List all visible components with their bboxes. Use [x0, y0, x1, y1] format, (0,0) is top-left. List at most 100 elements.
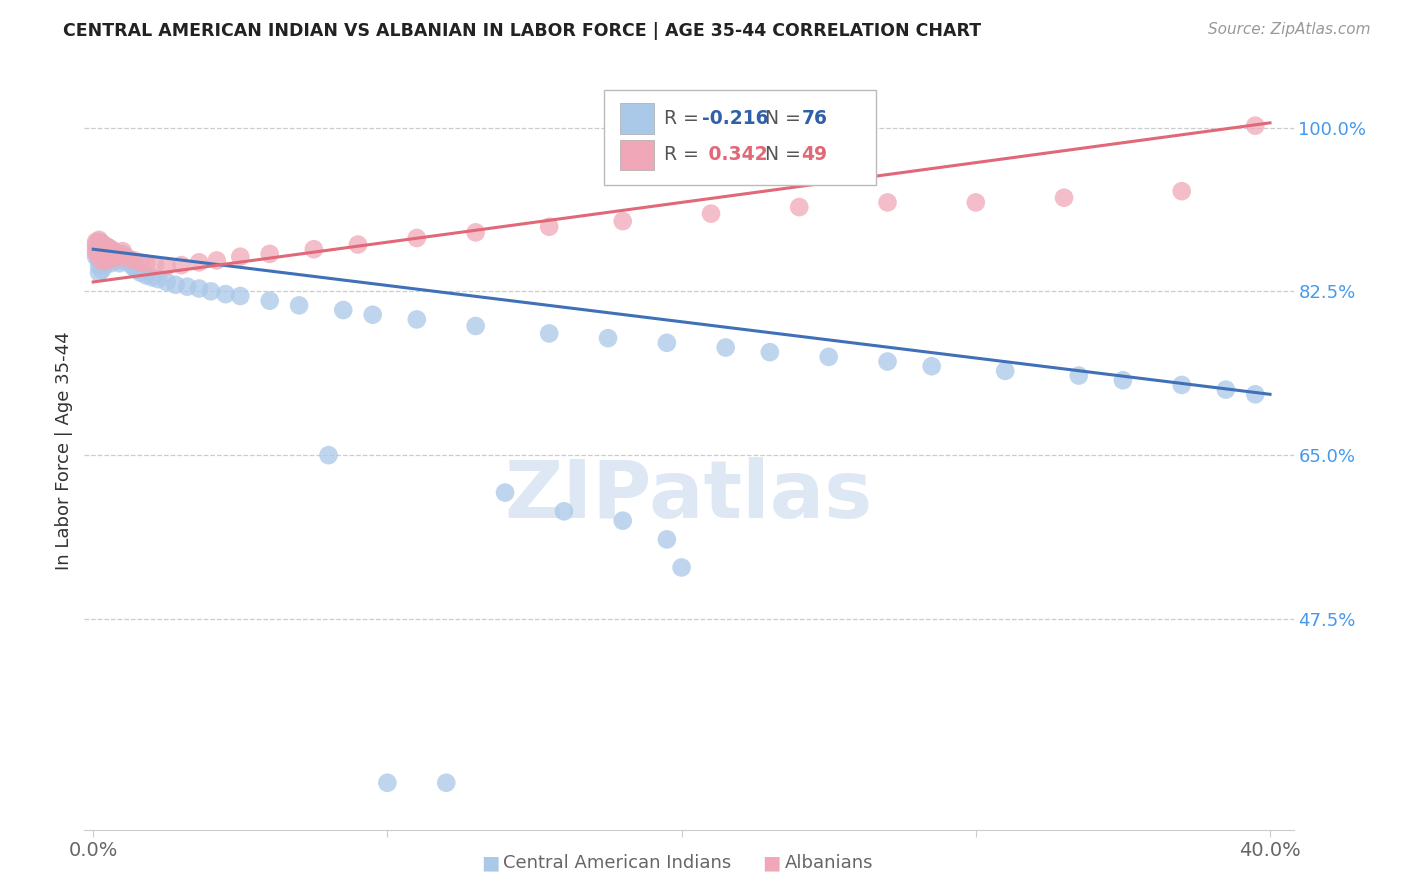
Point — [97, 247, 120, 261]
Point — [87, 250, 110, 264]
Point — [103, 252, 125, 266]
Point — [114, 250, 136, 264]
Point — [87, 244, 110, 258]
Point — [156, 259, 179, 273]
Point — [105, 247, 128, 261]
Point — [205, 253, 228, 268]
Point — [100, 242, 122, 256]
Point — [1170, 184, 1192, 198]
Point — [87, 247, 110, 261]
Point — [87, 253, 110, 268]
Point — [108, 256, 131, 270]
Point — [94, 245, 117, 260]
Point — [103, 244, 125, 258]
Point — [91, 254, 114, 268]
Point — [200, 285, 222, 299]
Text: ■: ■ — [481, 854, 499, 872]
Point — [405, 231, 427, 245]
FancyBboxPatch shape — [620, 103, 654, 134]
Point — [700, 207, 723, 221]
Point — [229, 289, 252, 303]
Text: -0.216: -0.216 — [702, 109, 769, 128]
Point — [176, 279, 198, 293]
Point — [817, 350, 839, 364]
Point — [108, 250, 131, 264]
Point — [188, 281, 211, 295]
Point — [612, 214, 634, 228]
Text: 0.342: 0.342 — [702, 145, 768, 164]
Point — [97, 253, 120, 268]
Text: Source: ZipAtlas.com: Source: ZipAtlas.com — [1208, 22, 1371, 37]
Point — [97, 247, 120, 261]
Point — [229, 250, 252, 264]
Point — [84, 240, 107, 254]
Point — [1244, 119, 1267, 133]
Point — [108, 249, 131, 263]
Point — [434, 776, 457, 790]
Point — [361, 308, 384, 322]
Point — [332, 303, 354, 318]
Point — [170, 258, 193, 272]
Point — [156, 275, 179, 289]
Point — [117, 255, 139, 269]
Point — [876, 354, 898, 368]
Point — [612, 514, 634, 528]
FancyBboxPatch shape — [620, 139, 654, 170]
Point — [464, 225, 486, 239]
Text: N =: N = — [765, 109, 801, 128]
Point — [111, 247, 134, 261]
Point — [84, 235, 107, 249]
Point — [994, 364, 1017, 378]
Text: N =: N = — [765, 145, 801, 164]
Point — [84, 246, 107, 260]
Point — [87, 259, 110, 273]
Text: 76: 76 — [801, 109, 827, 128]
Point — [538, 219, 561, 234]
Point — [87, 235, 110, 249]
Point — [141, 270, 163, 285]
Point — [114, 252, 136, 266]
Point — [655, 335, 678, 350]
Text: ZIPatlas: ZIPatlas — [505, 457, 873, 535]
Point — [100, 249, 122, 263]
Point — [188, 255, 211, 269]
Point — [464, 318, 486, 333]
Point — [103, 252, 125, 266]
Point — [91, 255, 114, 269]
Point — [111, 244, 134, 258]
Point — [1112, 373, 1135, 387]
Text: ■: ■ — [762, 854, 780, 872]
Text: Central American Indians: Central American Indians — [503, 855, 731, 872]
Point — [111, 253, 134, 268]
Point — [302, 242, 325, 256]
Text: R =: R = — [664, 145, 699, 164]
Point — [143, 258, 166, 272]
Point — [124, 253, 146, 268]
Point — [671, 560, 693, 574]
Point — [94, 252, 117, 266]
Point — [91, 249, 114, 263]
Point — [318, 448, 340, 462]
Point — [1215, 383, 1237, 397]
Point — [377, 776, 399, 790]
Point — [165, 277, 187, 292]
Point — [921, 359, 943, 374]
Point — [553, 504, 575, 518]
Text: R =: R = — [664, 109, 699, 128]
Point — [129, 266, 152, 280]
Point — [100, 256, 122, 270]
Point — [1170, 378, 1192, 392]
FancyBboxPatch shape — [605, 90, 876, 186]
Point — [91, 236, 114, 251]
Point — [259, 247, 281, 261]
Point — [84, 244, 107, 258]
Point — [759, 345, 782, 359]
Text: Albanians: Albanians — [785, 855, 873, 872]
Point — [596, 331, 619, 345]
Point — [94, 238, 117, 252]
Point — [129, 255, 152, 269]
Point — [714, 341, 737, 355]
Point — [100, 250, 122, 264]
Point — [103, 244, 125, 258]
Point — [1053, 191, 1076, 205]
